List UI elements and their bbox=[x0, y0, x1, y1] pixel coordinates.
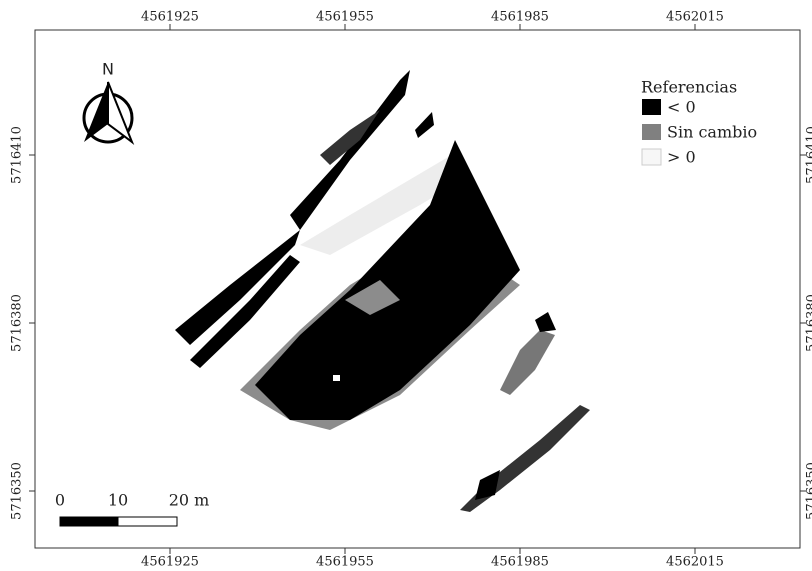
x-label: 4561955 bbox=[316, 555, 374, 570]
x-label: 4561925 bbox=[141, 10, 199, 25]
y-label: 5716380 bbox=[805, 294, 812, 352]
x-label: 4561985 bbox=[491, 555, 549, 570]
legend-swatch bbox=[642, 124, 661, 140]
legend-label: > 0 bbox=[667, 148, 696, 167]
legend-swatch bbox=[642, 149, 661, 165]
scale-label: 10 bbox=[108, 491, 128, 510]
x-label: 4561955 bbox=[316, 10, 374, 25]
y-label: 5716410 bbox=[10, 126, 25, 184]
y-label: 5716350 bbox=[10, 462, 25, 520]
y-label: 5716380 bbox=[10, 294, 25, 352]
north-label: N bbox=[102, 60, 114, 79]
x-label: 4562015 bbox=[666, 10, 724, 25]
x-label: 4562015 bbox=[666, 555, 724, 570]
scale-label: 0 bbox=[55, 491, 65, 510]
map: 4561925 4561925 4561955 4561955 4561985 45619… bbox=[0, 0, 812, 571]
y-label: 5716350 bbox=[805, 462, 812, 520]
legend-title: Referencias bbox=[641, 78, 737, 97]
legend-label: Sin cambio bbox=[667, 123, 757, 142]
x-label: 4561985 bbox=[491, 10, 549, 25]
x-label: 4561925 bbox=[141, 555, 199, 570]
scale-label: 20 m bbox=[169, 491, 210, 510]
y-label: 5716410 bbox=[805, 126, 812, 184]
legend-swatch bbox=[642, 99, 661, 115]
legend-label: < 0 bbox=[667, 98, 696, 117]
